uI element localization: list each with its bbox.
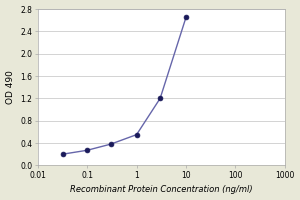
X-axis label: Recombinant Protein Concentration (ng/ml): Recombinant Protein Concentration (ng/ml… [70,185,253,194]
Y-axis label: OD 490: OD 490 [6,70,15,104]
